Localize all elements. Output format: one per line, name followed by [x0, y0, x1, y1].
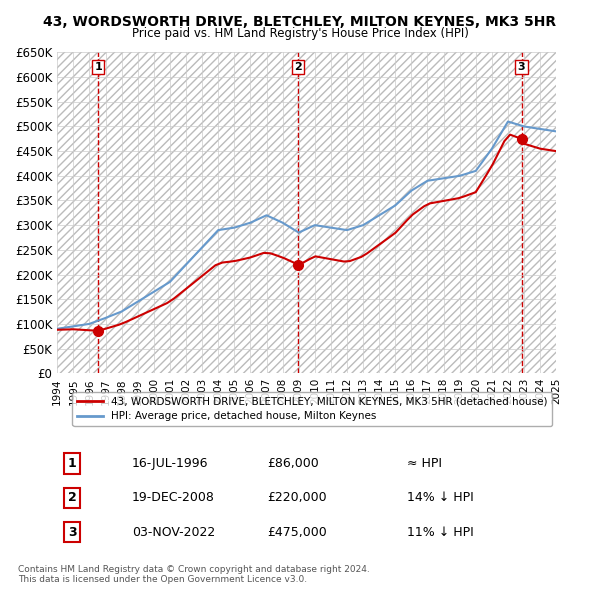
Text: £475,000: £475,000: [267, 526, 326, 539]
Text: Price paid vs. HM Land Registry's House Price Index (HPI): Price paid vs. HM Land Registry's House …: [131, 27, 469, 40]
Text: 1: 1: [94, 62, 102, 72]
Text: 3: 3: [68, 526, 77, 539]
Text: £220,000: £220,000: [267, 491, 326, 504]
Text: £86,000: £86,000: [267, 457, 319, 470]
Text: 1: 1: [68, 457, 77, 470]
Text: 3: 3: [518, 62, 526, 72]
Text: 19-DEC-2008: 19-DEC-2008: [132, 491, 215, 504]
Text: 2: 2: [295, 62, 302, 72]
Text: 11% ↓ HPI: 11% ↓ HPI: [407, 526, 473, 539]
Text: 43, WORDSWORTH DRIVE, BLETCHLEY, MILTON KEYNES, MK3 5HR: 43, WORDSWORTH DRIVE, BLETCHLEY, MILTON …: [43, 15, 557, 29]
Text: 16-JUL-1996: 16-JUL-1996: [132, 457, 209, 470]
Text: 03-NOV-2022: 03-NOV-2022: [132, 526, 215, 539]
Text: ≈ HPI: ≈ HPI: [407, 457, 442, 470]
Text: 14% ↓ HPI: 14% ↓ HPI: [407, 491, 473, 504]
Legend: 43, WORDSWORTH DRIVE, BLETCHLEY, MILTON KEYNES, MK3 5HR (detached house), HPI: A: 43, WORDSWORTH DRIVE, BLETCHLEY, MILTON …: [73, 392, 551, 425]
Text: Contains HM Land Registry data © Crown copyright and database right 2024.
This d: Contains HM Land Registry data © Crown c…: [18, 565, 370, 584]
Text: 2: 2: [68, 491, 77, 504]
